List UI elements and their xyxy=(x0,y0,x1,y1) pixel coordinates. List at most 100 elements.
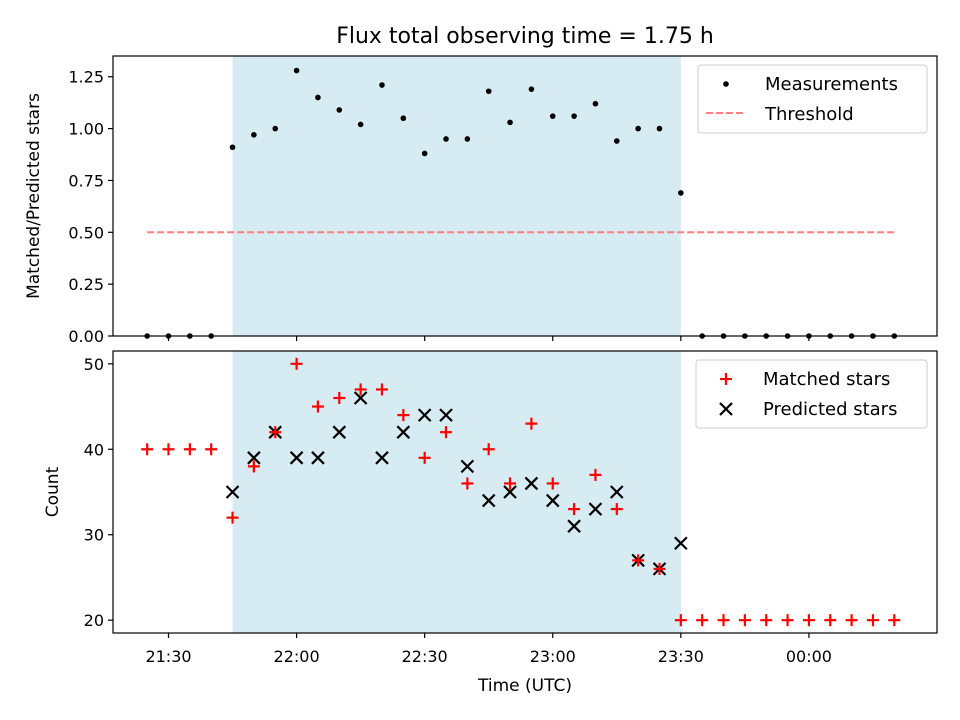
measurement-point xyxy=(229,144,236,151)
bottom-legend: Matched stars Predicted stars xyxy=(695,359,928,429)
predicted-star-point xyxy=(503,485,517,499)
bottom-plot-area xyxy=(141,357,901,627)
matched-star-point xyxy=(183,443,196,456)
top-axes-frame xyxy=(112,55,938,337)
predicted-star-stroke xyxy=(375,451,389,465)
measurement-point xyxy=(272,125,279,132)
matched-star-point xyxy=(482,443,495,456)
legend-matched-label: Matched stars xyxy=(763,369,890,390)
measurement-point xyxy=(400,115,407,122)
matched-star-point xyxy=(760,614,773,627)
predicted-star-stroke xyxy=(439,408,453,422)
x-tick-label: 00:00 xyxy=(786,647,832,666)
matched-star-point xyxy=(866,614,879,627)
matched-star-point xyxy=(781,614,794,627)
matched-star-point xyxy=(162,443,175,456)
measurement-point xyxy=(528,86,535,92)
matched-star-point xyxy=(546,477,559,490)
measurement-point xyxy=(485,88,492,95)
predicted-star-point xyxy=(247,451,261,465)
x-axis-label: Time (UTC) xyxy=(477,676,572,696)
top-x-ticks xyxy=(167,336,810,341)
matched-star-point xyxy=(440,426,453,439)
bottom-y-axis: 20 30 40 50 xyxy=(84,355,113,630)
legend-measurements-label: Measurements xyxy=(765,74,898,95)
matched-star-point xyxy=(738,614,751,627)
matched-star-point xyxy=(888,614,901,627)
predicted-star-stroke xyxy=(588,502,603,516)
matched-star-point xyxy=(824,614,837,627)
predicted-star-point xyxy=(545,493,560,508)
legend-threshold-label: Threshold xyxy=(764,104,854,125)
matched-star-point xyxy=(504,477,517,490)
x-tick-label: 23:30 xyxy=(658,647,704,666)
x-tick-label: 21:30 xyxy=(145,647,191,666)
matched-star-point xyxy=(568,503,581,516)
predicted-star-stroke xyxy=(353,391,368,405)
measurement-point xyxy=(635,125,641,132)
predicted-star-point xyxy=(567,519,581,533)
predicted-star-point xyxy=(588,502,603,516)
bottom-highlight-span xyxy=(232,351,681,633)
predicted-star-point xyxy=(375,451,389,465)
predicted-star-point xyxy=(353,391,368,405)
bottom-ytick-label: 30 xyxy=(84,526,104,545)
measurement-point xyxy=(421,150,428,157)
matched-star-point xyxy=(802,614,815,627)
measurement-point xyxy=(464,136,471,142)
matched-star-point xyxy=(269,426,282,439)
top-highlight-span xyxy=(232,56,681,336)
top-panel: 0.00 0.25 0.50 0.75 1.00 1.25 Matched/Predict… xyxy=(24,55,938,346)
top-y-axis: 0.00 0.25 0.50 0.75 1.00 1.25 xyxy=(68,68,113,346)
matched-star-point xyxy=(333,392,346,404)
top-ytick-label: 0.25 xyxy=(68,275,104,294)
measurement-point xyxy=(507,119,513,126)
matched-star-point xyxy=(461,477,474,490)
matched-star-point xyxy=(205,443,218,456)
top-ytick-label: 1.25 xyxy=(68,68,104,87)
matched-star-point xyxy=(674,614,687,627)
predicted-star-point xyxy=(311,451,325,465)
matched-star-point xyxy=(610,503,623,516)
top-legend: Measurements Threshold xyxy=(697,64,928,134)
matched-star-point xyxy=(397,409,410,422)
measurement-point xyxy=(656,125,663,132)
bottom-ytick-label: 20 xyxy=(84,611,104,630)
bottom-ytick-label: 40 xyxy=(84,440,104,459)
predicted-star-point xyxy=(225,485,240,499)
measurement-point xyxy=(379,82,385,88)
predicted-star-point xyxy=(524,476,539,491)
predicted-star-stroke xyxy=(610,485,624,499)
matched-star-point xyxy=(653,562,666,575)
predicted-star-stroke xyxy=(289,451,304,465)
matched-star-point xyxy=(696,614,709,627)
predicted-star-point xyxy=(417,408,432,422)
top-y-axis-label: Matched/Predicted stars xyxy=(24,93,44,299)
matched-star-point xyxy=(589,468,602,481)
matched-star-point xyxy=(525,417,538,430)
matched-star-point xyxy=(311,400,324,413)
measurement-point xyxy=(571,113,577,119)
predicted-star-point xyxy=(674,536,688,551)
top-legend-frame xyxy=(697,64,928,134)
predicted-star-stroke xyxy=(524,476,539,491)
predicted-star-stroke xyxy=(311,451,325,465)
matched-star-point xyxy=(375,383,388,396)
bottom-x-axis: 21:30 22:00 22:30 23:00 23:30 00:00 xyxy=(145,633,832,666)
legend-predicted-label: Predicted stars xyxy=(763,399,897,420)
matched-star-point xyxy=(226,511,239,524)
measurement-point xyxy=(443,136,449,142)
top-ytick-label: 1.00 xyxy=(68,120,104,139)
predicted-star-stroke xyxy=(460,459,475,474)
bottom-axes-frame xyxy=(112,350,938,634)
predicted-star-stroke xyxy=(396,425,411,439)
x-tick-label: 23:00 xyxy=(530,647,576,666)
chart-title: Flux total observing time = 1.75 h xyxy=(336,24,714,49)
measurement-point xyxy=(315,94,321,101)
matched-star-point xyxy=(418,451,431,464)
legend-predicted-marker xyxy=(719,402,733,416)
predicted-star-stroke xyxy=(545,493,560,508)
measurement-point xyxy=(336,107,343,113)
